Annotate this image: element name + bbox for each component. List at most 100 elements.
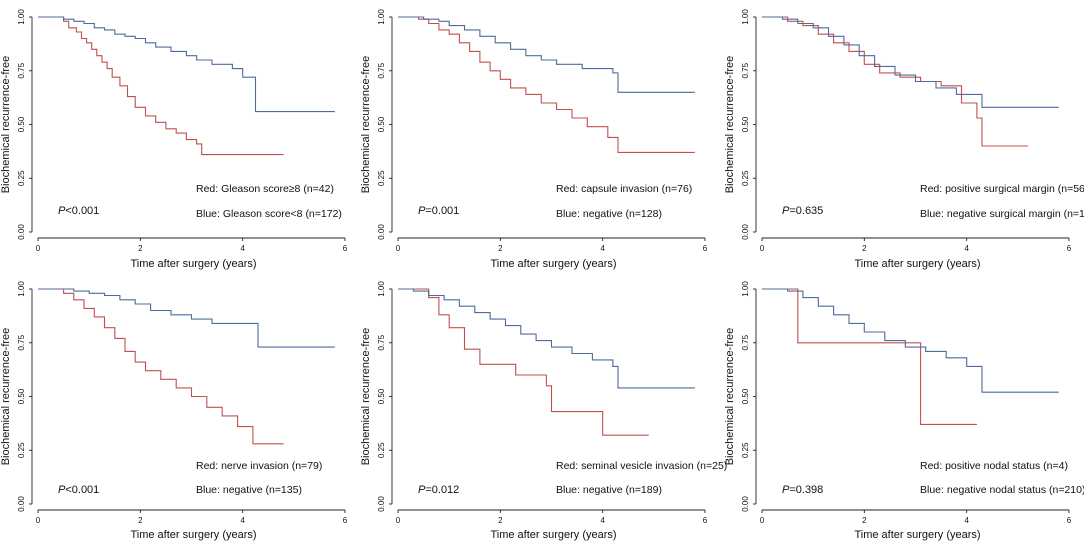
blue-survival-curve [38, 288, 335, 348]
p-value: =0.012 [425, 484, 459, 496]
p-value-label: P<0.001 [58, 484, 99, 496]
p-symbol: P [418, 205, 426, 217]
red-survival-curve [38, 16, 284, 156]
x-tick-label: 2 [138, 516, 143, 525]
p-value-label: P=0.001 [418, 205, 459, 217]
blue-survival-curve [398, 288, 695, 389]
y-tick-label: 0.75 [377, 62, 386, 78]
x-tick-label: 2 [138, 244, 143, 253]
x-tick-label: 6 [343, 244, 348, 253]
y-axis-title: Biochemical recurrence-free [724, 56, 736, 194]
y-tick-label: 1.00 [17, 9, 26, 25]
p-symbol: P [58, 484, 66, 496]
legend-red-entry: Red: positive nodal status (n=4) [920, 460, 1068, 472]
y-tick-label: 0.25 [741, 170, 750, 186]
y-tick-label: 0.00 [17, 224, 26, 240]
km-panel-1: 0.00 0.25 0.50 0.75 1.00 0 2 4 6 Biochemical recu… [0, 9, 348, 270]
legend-red-entry: Red: nerve invasion (n=79) [196, 460, 322, 472]
legend-blue-entry: Blue: negative (n=128) [556, 208, 662, 220]
blue-survival-curve [762, 16, 1059, 108]
p-symbol: P [58, 205, 66, 217]
blue-survival-curve [762, 288, 1059, 393]
y-tick-label: 0.25 [741, 442, 750, 458]
y-tick-label: 0.50 [17, 116, 26, 132]
p-value-label: P=0.012 [418, 484, 459, 496]
x-tick-label: 4 [240, 244, 245, 253]
km-panel-6: 0.00 0.25 0.50 0.75 1.00 0 2 4 6 Biochemical recu… [724, 281, 1084, 541]
y-axis-title: Biochemical recurrence-free [0, 328, 12, 466]
p-value: =0.635 [789, 205, 823, 217]
x-tick-label: 2 [862, 244, 867, 253]
x-tick-label: 0 [396, 516, 401, 525]
x-tick-label: 4 [600, 244, 605, 253]
y-tick-label: 0.50 [741, 388, 750, 404]
y-tick-label: 1.00 [377, 281, 386, 297]
legend-red-entry: Red: capsule invasion (n=76) [556, 183, 692, 195]
x-tick-label: 4 [240, 516, 245, 525]
red-survival-curve [38, 288, 284, 445]
red-survival-curve [398, 16, 695, 153]
blue-survival-curve [398, 16, 695, 93]
x-axis-title: Time after surgery (years) [130, 258, 256, 270]
p-symbol: P [418, 484, 426, 496]
y-tick-label: 0.00 [17, 496, 26, 512]
p-value-label: P<0.001 [58, 205, 99, 217]
x-tick-label: 6 [343, 516, 348, 525]
legend-blue-entry: Blue: negative surgical margin (n=158) [920, 208, 1084, 220]
blue-survival-curve [38, 16, 335, 113]
legend-red-entry: Red: seminal vesicle invasion (n=25) [556, 460, 727, 472]
y-axis-title: Biochemical recurrence-free [0, 56, 12, 194]
x-tick-label: 2 [862, 516, 867, 525]
p-value: =0.001 [425, 205, 459, 217]
x-axis-title: Time after surgery (years) [130, 529, 256, 541]
y-tick-label: 0.00 [741, 496, 750, 512]
legend-blue-entry: Blue: Gleason score<8 (n=172) [196, 208, 342, 220]
y-tick-label: 0.75 [17, 62, 26, 78]
legend-red-entry: Red: Gleason score≥8 (n=42) [196, 183, 334, 195]
x-tick-label: 0 [760, 244, 765, 253]
y-tick-label: 0.50 [741, 116, 750, 132]
legend-blue-entry: Blue: negative (n=189) [556, 484, 662, 496]
x-tick-label: 2 [498, 516, 503, 525]
y-tick-label: 0.50 [17, 388, 26, 404]
p-symbol: P [782, 484, 790, 496]
y-tick-label: 1.00 [17, 281, 26, 297]
p-value-label: P=0.635 [782, 205, 823, 217]
km-panel-4: 0.00 0.25 0.50 0.75 1.00 0 2 4 6 Biochemical recu… [0, 281, 348, 541]
legend-blue-entry: Blue: negative (n=135) [196, 484, 302, 496]
x-tick-label: 2 [498, 244, 503, 253]
y-tick-label: 0.75 [741, 62, 750, 78]
y-axis-title: Biochemical recurrence-free [360, 328, 372, 466]
x-tick-label: 0 [760, 516, 765, 525]
y-tick-label: 0.00 [377, 496, 386, 512]
km-panel-3: 0.00 0.25 0.50 0.75 1.00 0 2 4 6 Biochemical recu… [724, 9, 1084, 270]
red-survival-curve [398, 288, 649, 436]
y-tick-label: 1.00 [741, 281, 750, 297]
y-tick-label: 0.00 [377, 224, 386, 240]
y-axis-title: Biochemical recurrence-free [360, 56, 372, 194]
y-tick-label: 0.50 [377, 388, 386, 404]
red-survival-curve [762, 16, 1029, 147]
x-tick-label: 0 [36, 516, 41, 525]
legend-blue-entry: Blue: negative nodal status (n=210) [920, 484, 1084, 496]
x-tick-label: 4 [600, 516, 605, 525]
x-tick-label: 4 [964, 244, 969, 253]
x-axis-title: Time after surgery (years) [490, 529, 616, 541]
x-tick-label: 6 [703, 516, 708, 525]
y-tick-label: 0.75 [741, 334, 750, 350]
y-tick-label: 0.25 [17, 170, 26, 186]
y-axis-title: Biochemical recurrence-free [724, 328, 736, 466]
p-value-label: P=0.398 [782, 484, 823, 496]
km-panel-5: 0.00 0.25 0.50 0.75 1.00 0 2 4 6 Biochemical recu… [360, 281, 727, 541]
red-survival-curve [762, 288, 977, 425]
y-tick-label: 0.25 [377, 442, 386, 458]
legend-red-entry: Red: positive surgical margin (n=56) [920, 183, 1084, 195]
y-tick-label: 1.00 [377, 9, 386, 25]
y-tick-label: 0.00 [741, 224, 750, 240]
y-tick-label: 0.75 [17, 334, 26, 350]
p-symbol: P [782, 205, 790, 217]
x-tick-label: 0 [396, 244, 401, 253]
y-tick-label: 0.50 [377, 116, 386, 132]
y-tick-label: 0.75 [377, 334, 386, 350]
